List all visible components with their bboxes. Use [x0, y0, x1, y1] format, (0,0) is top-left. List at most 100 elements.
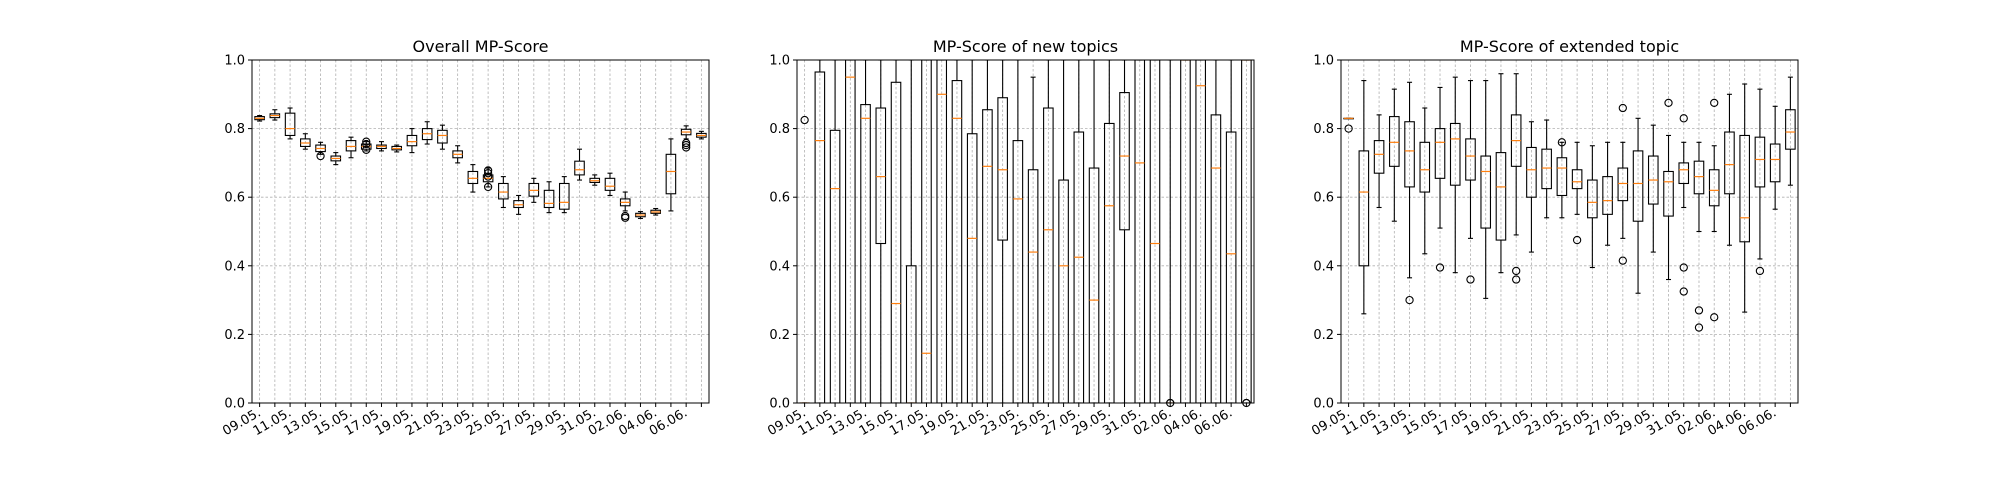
box-3 [829, 60, 841, 403]
y-tick-label: 0.6 [224, 191, 245, 206]
box-rect [951, 80, 963, 403]
subplot-title: MP-Score of new topics [933, 37, 1118, 56]
axes-frame [1340, 59, 1799, 404]
outlier-point [1679, 114, 1688, 123]
box-rect [860, 104, 871, 403]
box-rect [1571, 169, 1583, 190]
y-tick-label: 0.8 [1313, 122, 1334, 137]
box-rect [1480, 155, 1492, 229]
y-tick-label: 0.2 [224, 328, 245, 343]
outlier-point [483, 172, 493, 181]
box-17 [498, 176, 509, 209]
outlier-point [1710, 98, 1719, 108]
box-29 [1225, 60, 1237, 403]
box-5 [1404, 81, 1415, 305]
box-27 [650, 207, 661, 216]
box-rect [604, 177, 616, 191]
box-rect [284, 112, 296, 137]
box-rect [345, 140, 357, 152]
box-rect [1739, 134, 1750, 243]
box-1 [799, 115, 810, 403]
box-group [1343, 73, 1796, 332]
box-rect [1058, 179, 1069, 403]
box-rect [1708, 169, 1720, 207]
box-rect [921, 60, 932, 403]
outlier-point [1710, 313, 1719, 322]
box-rect [1724, 131, 1735, 195]
y-tick-label: 0.0 [1313, 397, 1334, 412]
box-26 [1724, 93, 1735, 246]
box-24 [1693, 141, 1705, 332]
outlier-point [483, 166, 493, 175]
outlier-point [1405, 295, 1414, 305]
box-rect [1495, 152, 1507, 241]
box-rect [1602, 176, 1613, 215]
y-tick-label: 1.0 [1313, 54, 1334, 69]
box-2 [269, 109, 281, 121]
y-tick-label: 0.4 [224, 259, 245, 274]
box-rect [1754, 136, 1766, 188]
box-rect [829, 129, 841, 403]
box-rect [1526, 146, 1537, 198]
y-tick-label: 1.0 [224, 54, 245, 69]
outlier-point [1679, 287, 1688, 296]
box-1 [1343, 117, 1354, 133]
box-11 [951, 60, 963, 403]
box-26 [635, 211, 646, 220]
box-5 [315, 141, 326, 161]
box-17 [1043, 60, 1054, 403]
box-10 [936, 60, 948, 403]
box-14 [452, 145, 463, 164]
y-tick-label: 0.0 [769, 397, 790, 412]
box-21 [1103, 60, 1115, 403]
outlier-point [362, 145, 371, 155]
box-9 [376, 141, 387, 152]
box-18 [1602, 141, 1613, 246]
box-rect [1434, 128, 1446, 179]
box-25 [1164, 60, 1176, 403]
outlier-point [1679, 263, 1688, 272]
box-12 [1510, 73, 1522, 284]
box-5 [860, 60, 871, 403]
box-4 [845, 60, 856, 403]
y-tick-label: 0.2 [1313, 328, 1334, 343]
box-rect [1587, 179, 1598, 219]
box-20 [543, 181, 555, 214]
box-17 [1587, 145, 1598, 269]
box-rect [1663, 170, 1674, 217]
box-rect [437, 129, 448, 144]
box-rect [1404, 121, 1415, 188]
box-rect [406, 134, 418, 147]
box-24 [1149, 60, 1161, 403]
outlier-point [362, 139, 371, 149]
box-8 [1449, 76, 1461, 274]
box-rect [966, 133, 978, 403]
axes-frame [251, 59, 710, 404]
box-3 [284, 107, 296, 140]
box-20 [1088, 60, 1100, 403]
box-rect [558, 182, 570, 210]
box-9 [921, 60, 932, 403]
box-rect [1103, 122, 1115, 403]
outlier-point [1512, 266, 1521, 276]
box-16 [1027, 76, 1039, 403]
box-19 [1617, 103, 1629, 265]
box-25 [619, 191, 631, 222]
box-7 [345, 136, 357, 159]
box-15 [467, 164, 479, 193]
subplot-3: 0.00.20.40.60.81.009.05.11.05.13.05.15.0… [1309, 37, 1799, 439]
box-rect [1617, 167, 1629, 202]
box-11 [1495, 73, 1507, 274]
box-rect [498, 182, 509, 200]
outlier-point [1664, 98, 1673, 108]
box-29 [680, 125, 692, 152]
box-18 [513, 194, 524, 215]
box-22 [574, 148, 585, 181]
box-rect [1149, 60, 1161, 403]
subplot-2: 0.00.20.40.60.81.009.05.11.05.13.05.15.0… [765, 37, 1255, 439]
outlier-point [1344, 124, 1353, 133]
box-21 [558, 176, 570, 214]
box-24 [604, 172, 616, 197]
box-8 [905, 60, 917, 403]
